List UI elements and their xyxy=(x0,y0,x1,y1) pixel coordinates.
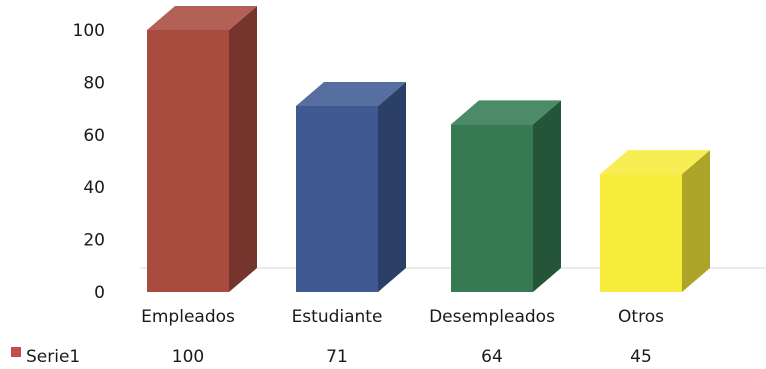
bar-side-face xyxy=(682,150,710,292)
y-tick-label: 40 xyxy=(83,178,105,198)
bar-side-face xyxy=(533,100,561,292)
y-tick-label: 60 xyxy=(83,126,105,146)
data-table-value: 100 xyxy=(172,347,204,367)
bar-top-face xyxy=(296,81,406,106)
bars xyxy=(147,6,710,292)
plot-area: 0 20 40 60 80 100 Empleados Estudiante Desemple… xyxy=(11,6,766,367)
legend-swatch xyxy=(11,347,21,357)
bar-top-face xyxy=(600,150,710,175)
bar-side-face xyxy=(378,81,406,292)
category-label: Estudiante xyxy=(292,307,383,327)
data-table-value: 71 xyxy=(326,347,348,367)
legend-label: Serie1 xyxy=(26,347,80,367)
category-label: Empleados xyxy=(141,307,235,327)
data-table: Serie1 100 71 64 45 xyxy=(11,347,652,367)
y-tick-label: 80 xyxy=(83,73,105,93)
bar xyxy=(147,6,257,292)
y-tick-label: 100 xyxy=(73,21,105,41)
data-table-value: 45 xyxy=(630,347,652,367)
bar-front-face xyxy=(147,30,229,292)
bar-front-face xyxy=(451,124,533,292)
category-label: Desempleados xyxy=(429,307,555,327)
category-label: Otros xyxy=(618,307,664,327)
bar xyxy=(451,100,561,292)
bar-front-face xyxy=(296,105,378,292)
bar xyxy=(296,81,406,292)
bar xyxy=(600,150,710,292)
y-tick-label: 20 xyxy=(83,231,105,251)
bar-side-face xyxy=(229,6,257,292)
bar-top-face xyxy=(147,6,257,30)
x-axis: Empleados Estudiante Desempleados Otros xyxy=(141,307,664,327)
bar-front-face xyxy=(600,174,682,292)
data-table-value: 64 xyxy=(481,347,503,367)
bar-top-face xyxy=(451,100,561,125)
y-axis: 0 20 40 60 80 100 xyxy=(73,21,105,303)
y-tick-label: 0 xyxy=(94,283,105,303)
